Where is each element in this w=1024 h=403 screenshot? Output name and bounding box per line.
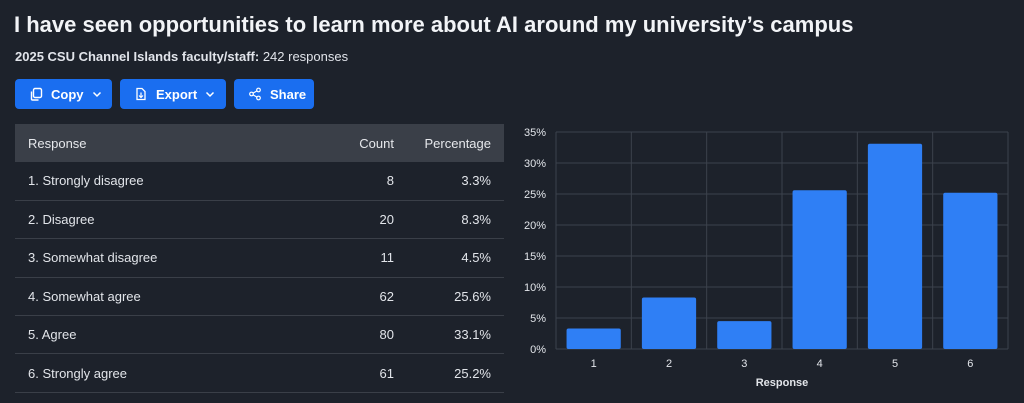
table-row: 2. Disagree 20 8.3% xyxy=(15,200,504,239)
copy-icon xyxy=(29,87,43,101)
table-row: 6. Strongly agree 61 25.2% xyxy=(15,354,504,393)
percentage-cell: 4.5% xyxy=(461,250,491,266)
toolbar: Copy Export Share xyxy=(15,79,314,109)
table-header-row: Response Count Percentage xyxy=(15,124,504,162)
percentage-cell: 25.6% xyxy=(454,288,491,304)
y-tick-label: 10% xyxy=(524,282,546,294)
bar xyxy=(867,143,923,349)
y-tick-label: 20% xyxy=(524,220,546,232)
export-label: Export xyxy=(156,86,198,102)
column-header-count[interactable]: Count xyxy=(359,135,394,151)
y-tick-label: 35% xyxy=(524,127,546,139)
count-cell: 61 xyxy=(379,365,394,381)
x-tick-label: 3 xyxy=(741,358,747,370)
bar xyxy=(641,297,697,349)
y-tick-label: 5% xyxy=(530,313,546,325)
share-label: Share xyxy=(270,86,307,102)
table-row: 4. Somewhat agree 62 25.6% xyxy=(15,277,504,316)
bar xyxy=(717,321,772,349)
count-cell: 62 xyxy=(379,288,394,304)
response-cell: 1. Strongly disagree xyxy=(28,173,144,189)
page-subtitle: 2025 CSU Channel Islands faculty/staff: … xyxy=(15,49,348,64)
copy-label: Copy xyxy=(51,86,84,102)
share-icon xyxy=(248,87,262,101)
bar xyxy=(566,328,621,349)
count-cell: 20 xyxy=(379,212,394,228)
x-tick-label: 6 xyxy=(967,358,973,370)
copy-button[interactable]: Copy xyxy=(15,79,112,109)
x-tick-label: 2 xyxy=(666,358,672,370)
column-header-percentage[interactable]: Percentage xyxy=(424,135,492,151)
subtitle-label: 2025 CSU Channel Islands faculty/staff: xyxy=(15,49,260,64)
response-table: Response Count Percentage 1. Strongly di… xyxy=(15,124,504,393)
percentage-cell: 8.3% xyxy=(461,212,491,228)
response-cell: 2. Disagree xyxy=(28,212,95,228)
export-icon xyxy=(134,87,148,101)
response-bar-chart: 0% 5% 10% 15% 20% 25% 30% 35% 1 2 3 4 5 6 Response xyxy=(524,127,1009,389)
bar xyxy=(943,192,998,349)
x-axis-label: Response xyxy=(756,377,809,389)
bar xyxy=(792,190,847,349)
table-row: 5. Agree 80 33.1% xyxy=(15,316,504,354)
response-cell: 6. Strongly agree xyxy=(28,365,128,381)
response-cell: 3. Somewhat disagree xyxy=(28,250,158,266)
x-tick-label: 1 xyxy=(591,358,597,370)
x-tick-label: 5 xyxy=(892,358,898,370)
response-count: 242 responses xyxy=(262,49,349,64)
count-cell: 8 xyxy=(386,173,394,189)
percentage-cell: 33.1% xyxy=(454,327,491,343)
y-tick-label: 25% xyxy=(524,189,546,201)
count-cell: 80 xyxy=(379,327,394,343)
response-cell: 5. Agree xyxy=(28,327,77,343)
response-cell: 4. Somewhat agree xyxy=(28,288,141,304)
share-button[interactable]: Share xyxy=(234,79,314,109)
count-cell: 11 xyxy=(380,250,395,266)
column-header-response[interactable]: Response xyxy=(28,135,87,151)
export-button[interactable]: Export xyxy=(120,79,226,109)
page-title: I have seen opportunities to learn more … xyxy=(14,12,854,37)
table-row: 1. Strongly disagree 8 3.3% xyxy=(15,162,504,201)
y-tick-label: 15% xyxy=(524,251,546,263)
table-row: 3. Somewhat disagree 11 4.5% xyxy=(15,239,504,278)
y-tick-label: 0% xyxy=(530,344,546,356)
y-tick-label: 30% xyxy=(524,158,546,170)
percentage-cell: 25.2% xyxy=(454,365,491,381)
chevron-down-icon xyxy=(205,89,215,99)
percentage-cell: 3.3% xyxy=(461,173,491,189)
chevron-down-icon xyxy=(92,89,102,99)
x-tick-label: 4 xyxy=(817,358,823,370)
